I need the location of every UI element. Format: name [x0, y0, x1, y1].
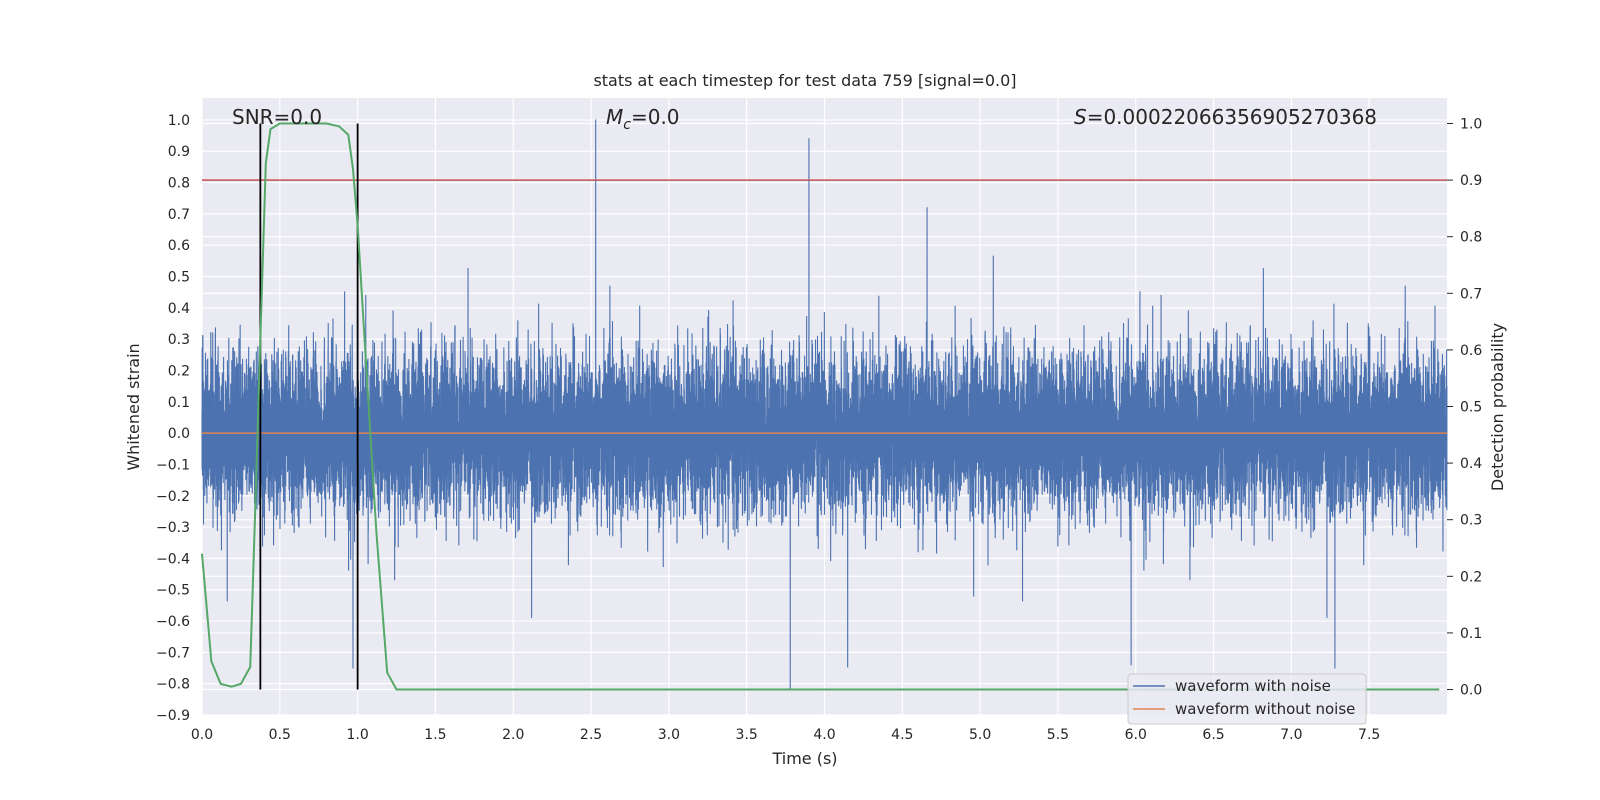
y-tick-label: 1.0: [168, 113, 190, 129]
snr-annotation: SNR=0.0: [232, 105, 322, 129]
y2-tick-label: 0.8: [1460, 230, 1482, 246]
y-tick-label: 0.8: [168, 176, 190, 192]
y2-tick-label: 0.9: [1460, 173, 1482, 189]
y-tick-label: −0.5: [156, 583, 190, 599]
x-tick-label: 4.5: [891, 727, 913, 743]
x-tick-label: 7.5: [1358, 727, 1380, 743]
y-tick-label: 0.2: [168, 363, 190, 379]
chart-title: stats at each timestep for test data 759…: [593, 71, 1016, 90]
x-tick-label: 3.0: [658, 727, 680, 743]
x-tick-label: 2.5: [580, 727, 602, 743]
y2-tick-label: 1.0: [1460, 116, 1482, 132]
y-tick-label: 0.6: [168, 238, 190, 254]
y-tick-label: 0.4: [168, 301, 190, 317]
axes: 0.0 0.5 1.0 1.5 2.0 2.5 3.0 3.5 4.0 4.5 5.0 5.5 6.0 6…: [156, 113, 1482, 743]
y-tick-label: −0.6: [156, 614, 190, 630]
y2-tick-label: 0.2: [1460, 569, 1482, 585]
y2-tick-label: 0.5: [1460, 400, 1482, 416]
legend-label-noise: waveform with noise: [1175, 677, 1331, 695]
y2-tick-label: 0.4: [1460, 456, 1482, 472]
y-tick-label: −0.3: [156, 520, 190, 536]
series-layer: [201, 119, 1448, 691]
y-tick-label: −0.2: [156, 489, 190, 505]
x-tick-label: 5.0: [969, 727, 991, 743]
y2-tick-label: 0.0: [1460, 683, 1482, 699]
score-symbol: S: [1074, 105, 1087, 129]
chirp-mass-subscript: c: [623, 117, 631, 133]
y-tick-label: 0.1: [168, 395, 190, 411]
chirp-mass-annotation: Mc=0.0: [606, 105, 680, 133]
y2-axis-label: Detection probability: [1488, 323, 1507, 491]
y2-tick-label: 0.7: [1460, 286, 1482, 302]
y-tick-label: 0.3: [168, 332, 190, 348]
y-tick-label: 0.0: [168, 426, 190, 442]
series-detection-probability: [201, 122, 1440, 691]
x-tick-label: 1.0: [346, 727, 368, 743]
y-tick-label: −0.4: [156, 551, 190, 567]
x-tick-label: 6.5: [1202, 727, 1224, 743]
y-tick-label: −0.8: [156, 677, 190, 693]
legend: waveform with noise waveform without noi…: [1127, 673, 1367, 725]
x-tick-label: 3.5: [736, 727, 758, 743]
y-tick-label: 0.5: [168, 270, 190, 286]
y-tick-label: −0.7: [156, 645, 190, 661]
x-axis-label: Time (s): [771, 749, 837, 768]
score-value: =0.00022066356905270368: [1087, 105, 1377, 129]
x-tick-label: 1.5: [424, 727, 446, 743]
x-tick-label: 2.0: [502, 727, 524, 743]
y-axis-label: Whitened strain: [124, 343, 143, 470]
x-tick-label: 0.0: [191, 727, 213, 743]
x-tick-label: 5.5: [1047, 727, 1069, 743]
y-tick-label: −0.1: [156, 457, 190, 473]
y2-tick-label: 0.1: [1460, 626, 1482, 642]
score-annotation: S=0.00022066356905270368: [1074, 105, 1377, 129]
series-waveform-with-noise: [201, 119, 1448, 691]
chirp-mass-value: =0.0: [631, 105, 680, 129]
y-tick-label: 0.9: [168, 144, 190, 160]
legend-box: [1127, 673, 1367, 725]
y-tick-label: −0.9: [156, 708, 190, 724]
x-tick-label: 4.0: [813, 727, 835, 743]
legend-label-clean: waveform without noise: [1175, 700, 1355, 718]
x-tick-label: 7.0: [1280, 727, 1302, 743]
chirp-mass-symbol: M: [606, 105, 623, 129]
x-tick-label: 0.5: [269, 727, 291, 743]
y-tick-label: 0.7: [168, 207, 190, 223]
y2-tick-label: 0.3: [1460, 513, 1482, 529]
x-tick-label: 6.0: [1125, 727, 1147, 743]
y2-tick-label: 0.6: [1460, 343, 1482, 359]
